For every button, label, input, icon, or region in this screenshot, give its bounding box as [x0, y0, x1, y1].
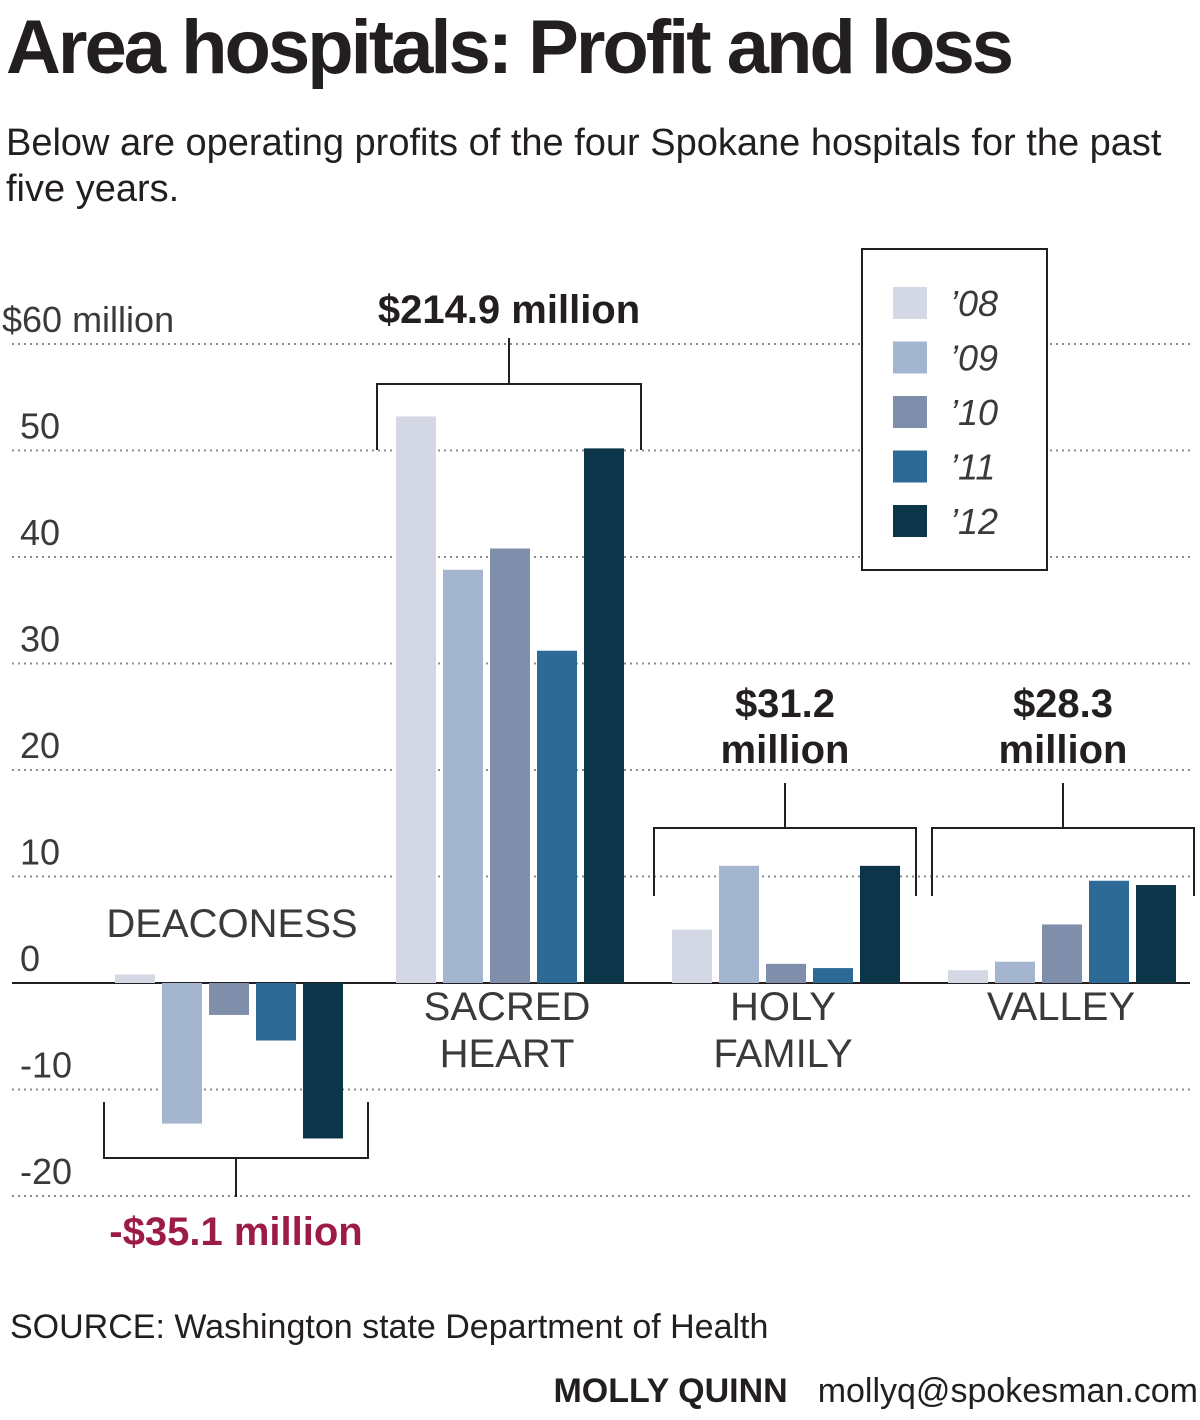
legend-label: ’12	[950, 501, 998, 542]
legend-swatch	[893, 505, 927, 537]
total-label: $28.3 million	[999, 682, 1128, 772]
y-tick-label: 50	[20, 406, 60, 447]
legend-box	[861, 248, 1048, 571]
bar	[1089, 880, 1129, 983]
bar	[256, 983, 296, 1041]
bar	[209, 983, 249, 1015]
bar	[766, 963, 806, 983]
y-tick-label: 20	[20, 725, 60, 766]
category-label: VALLEY	[987, 985, 1135, 1029]
y-tick-label: -20	[20, 1151, 72, 1192]
y-tick-label: $60 million	[2, 299, 174, 340]
author-email: mollyq@spokesman.com	[817, 1372, 1198, 1410]
bar	[995, 961, 1035, 983]
total-bracket	[103, 1102, 369, 1197]
bar	[1136, 885, 1176, 983]
y-tick-label: -10	[20, 1045, 72, 1086]
bar	[948, 970, 988, 983]
legend-swatch	[893, 450, 927, 483]
total-bracket	[653, 783, 917, 896]
bar	[303, 983, 343, 1139]
bar	[584, 448, 624, 983]
legend-label: ’10	[950, 392, 998, 433]
bar	[443, 569, 483, 983]
byline: MOLLY QUINN mollyq@spokesman.com	[553, 1372, 1198, 1411]
bar-chart: $60 million 50 40 30 20 10 0 -10 -20 DEACONESS SAC…	[2, 248, 1195, 1254]
legend-label: ’11	[950, 447, 995, 488]
y-tick-label: 30	[20, 619, 60, 660]
source-note: SOURCE: Washington state Department of H…	[10, 1308, 769, 1346]
y-tick-label: 10	[20, 832, 60, 873]
bar	[115, 974, 155, 983]
bars	[115, 416, 1176, 1139]
total-label: -$35.1 million	[109, 1210, 362, 1254]
total-bracket	[931, 783, 1195, 896]
total-label: $31.2 million	[721, 682, 850, 772]
chart-title: Area hospitals: Profit and loss	[6, 5, 1014, 90]
legend-label: ’09	[950, 338, 998, 379]
bar	[537, 650, 577, 983]
bar	[1042, 924, 1082, 983]
legend-label: ’08	[950, 283, 998, 324]
legend-swatch	[893, 287, 927, 319]
y-tick-label: 40	[20, 512, 60, 553]
bar	[860, 865, 900, 983]
labels: $60 million 50 40 30 20 10 0 -10 -20 DEACONESS SAC…	[2, 288, 1195, 1254]
category-label: DEACONESS	[106, 902, 357, 946]
category-label: SACRED HEART	[424, 985, 591, 1076]
legend-swatch	[893, 341, 927, 374]
bar	[813, 968, 853, 983]
legend-swatch	[893, 396, 927, 428]
author-name: MOLLY QUINN	[553, 1372, 788, 1410]
total-bracket	[376, 338, 642, 450]
category-label: HOLY FAMILY	[713, 985, 852, 1076]
bar	[490, 548, 530, 983]
bar	[396, 416, 436, 983]
bar	[162, 983, 202, 1124]
legend: ’08 ’09 ’10 ’11 ’12	[861, 248, 1048, 571]
total-label: $214.9 million	[378, 288, 640, 332]
y-tick-label: 0	[20, 938, 40, 979]
bar	[672, 929, 712, 983]
bar	[719, 865, 759, 983]
chart-subtitle: Below are operating profits of the four …	[6, 122, 1162, 210]
